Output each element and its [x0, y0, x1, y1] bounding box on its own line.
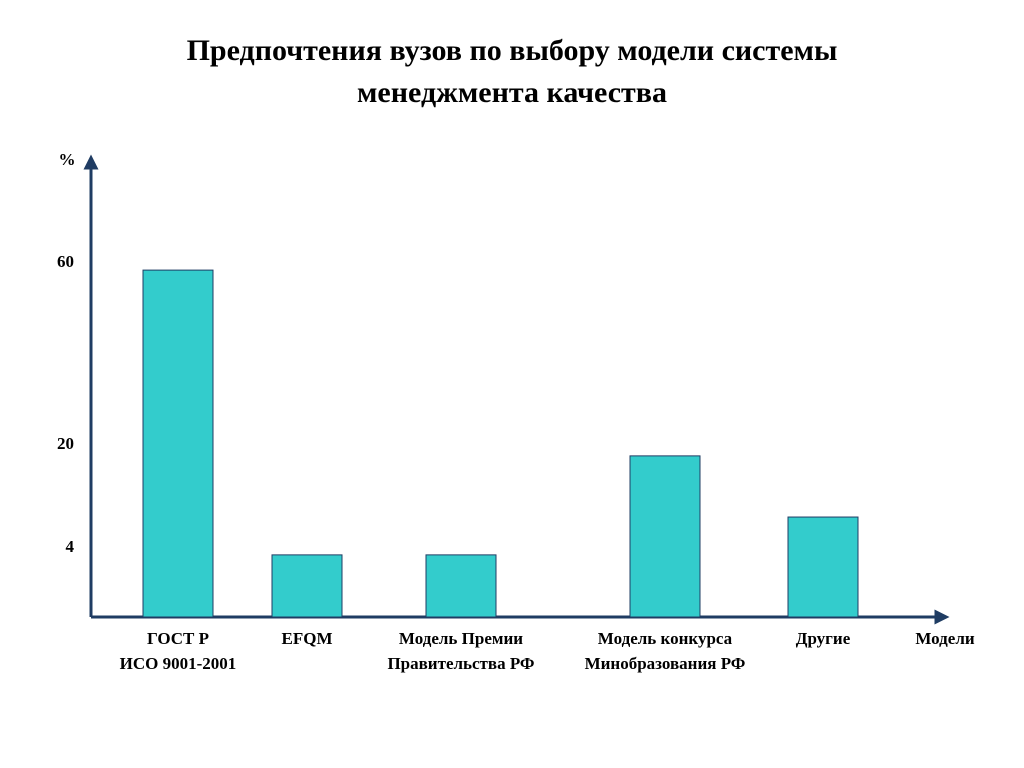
x-tick-label: Модель Премии [399, 629, 523, 648]
x-axis-label: Модели [915, 629, 975, 648]
x-tick-label: ИСО 9001-2001 [120, 654, 237, 673]
bar [629, 455, 701, 618]
x-tick-label: EFQM [282, 629, 333, 648]
y-tick-label: 60 [57, 252, 74, 271]
bar [271, 554, 343, 618]
bar [425, 554, 497, 618]
x-tick-label: ГОСТ Р [147, 629, 209, 648]
bar [787, 516, 859, 618]
bar [142, 269, 214, 618]
chart-title: Предпочтения вузов по выбору модели сист… [186, 34, 838, 109]
y-tick-label: 4 [66, 537, 75, 556]
x-tick-label: Другие [796, 629, 851, 648]
y-tick-label: 20 [57, 434, 74, 453]
y-axis-label: % [59, 150, 76, 169]
x-tick-label: Модель конкурса [598, 629, 733, 648]
x-tick-label: Правительства РФ [387, 654, 534, 673]
x-tick-label: Минобразования РФ [585, 654, 746, 673]
